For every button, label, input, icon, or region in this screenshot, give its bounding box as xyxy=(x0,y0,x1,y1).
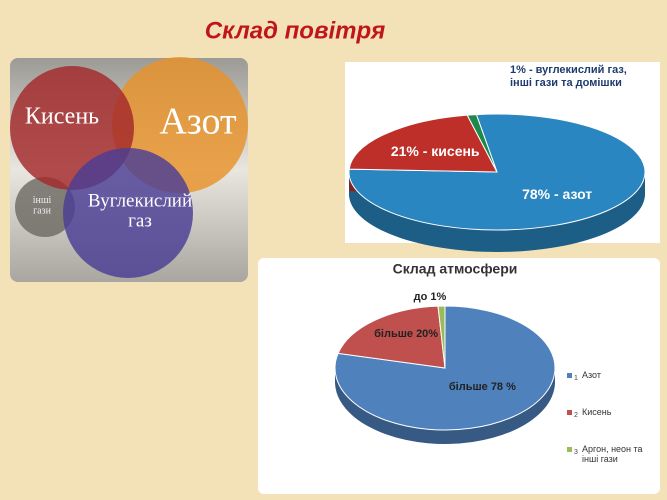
venn-label: гази xyxy=(33,206,51,217)
venn-label: газ xyxy=(128,210,152,231)
value-label: 21% - кисень xyxy=(390,143,480,160)
chart-title: Склад атмосфери xyxy=(393,261,518,277)
legend-label: Азот xyxy=(582,370,601,380)
legend-number: 3 xyxy=(574,449,578,456)
legend-swatch xyxy=(567,373,572,378)
venn-circle xyxy=(15,177,75,237)
pie-slice xyxy=(348,114,498,173)
venn-label: Вуглекислий xyxy=(88,190,192,211)
pie-slice xyxy=(466,114,498,173)
legend-number: 2 xyxy=(574,412,578,419)
pie-slice xyxy=(337,305,446,369)
pie-slice xyxy=(437,305,446,369)
value-label: 1% - вуглекислий газ, інші гази та доміш… xyxy=(510,64,627,89)
legend-number: 1 xyxy=(574,375,578,382)
venn-label: інші xyxy=(33,195,52,206)
value-label: 78% - азот xyxy=(522,185,593,202)
legend-label: Кисень xyxy=(582,407,612,417)
value-label: до 1% xyxy=(413,291,447,303)
venn-label: Азот xyxy=(159,101,237,143)
legend-label: Аргон, неон та інші гази xyxy=(582,444,643,465)
value-label: більше 78 % xyxy=(448,380,516,393)
value-label: більше 20% xyxy=(374,327,439,340)
slide-title: Склад повітря xyxy=(205,17,386,44)
venn-label: Кисень xyxy=(25,104,99,130)
venn-circle xyxy=(63,148,193,278)
legend-swatch xyxy=(567,447,572,452)
legend-swatch xyxy=(567,410,572,415)
